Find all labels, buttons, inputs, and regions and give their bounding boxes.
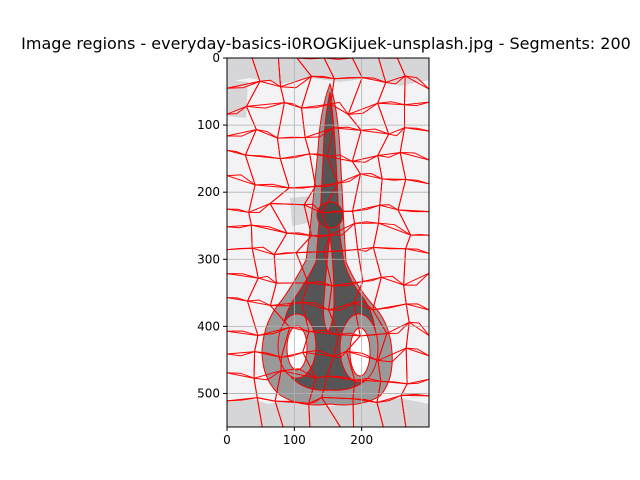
pivot-region (316, 201, 344, 229)
segment-cell (403, 75, 429, 106)
y-tick-label: 400 (197, 319, 220, 333)
segment-cell (399, 127, 429, 161)
segment-cell (403, 248, 429, 286)
segment-cell (403, 101, 429, 132)
x-axis-ticks: 0 100 200 (223, 427, 373, 447)
x-tick-label: 200 (350, 433, 373, 447)
y-axis-ticks: 0 100 200 300 400 500 (197, 51, 227, 400)
top-band-region (227, 58, 429, 86)
bottom-band-region (227, 398, 429, 427)
x-tick-label: 0 (223, 433, 231, 447)
axes-frame (226, 57, 430, 428)
image-plot-area (227, 58, 429, 427)
segment-cell (403, 272, 429, 311)
x-tick-label: 100 (283, 433, 306, 447)
segment-boundaries (227, 58, 429, 427)
center-sliver-region (323, 235, 335, 333)
segment-cell (405, 347, 429, 385)
segment-cell (405, 303, 429, 337)
y-tick-label: 200 (197, 185, 220, 199)
left-edge-region (227, 80, 248, 118)
segment-cell (397, 209, 429, 236)
segment-cell (405, 321, 429, 357)
chart-title: Image regions - everyday-basics-i0ROGKij… (21, 34, 631, 53)
mid-light-region (290, 196, 312, 226)
y-tick-label: 500 (197, 386, 220, 400)
segment-cell (397, 178, 429, 212)
segment-cell (400, 393, 429, 427)
segment-cell (396, 58, 429, 90)
y-tick-label: 300 (197, 252, 220, 266)
y-tick-label: 0 (212, 51, 220, 65)
segment-cell (404, 233, 429, 254)
segment-cell (399, 151, 429, 185)
y-tick-label: 100 (197, 118, 220, 132)
